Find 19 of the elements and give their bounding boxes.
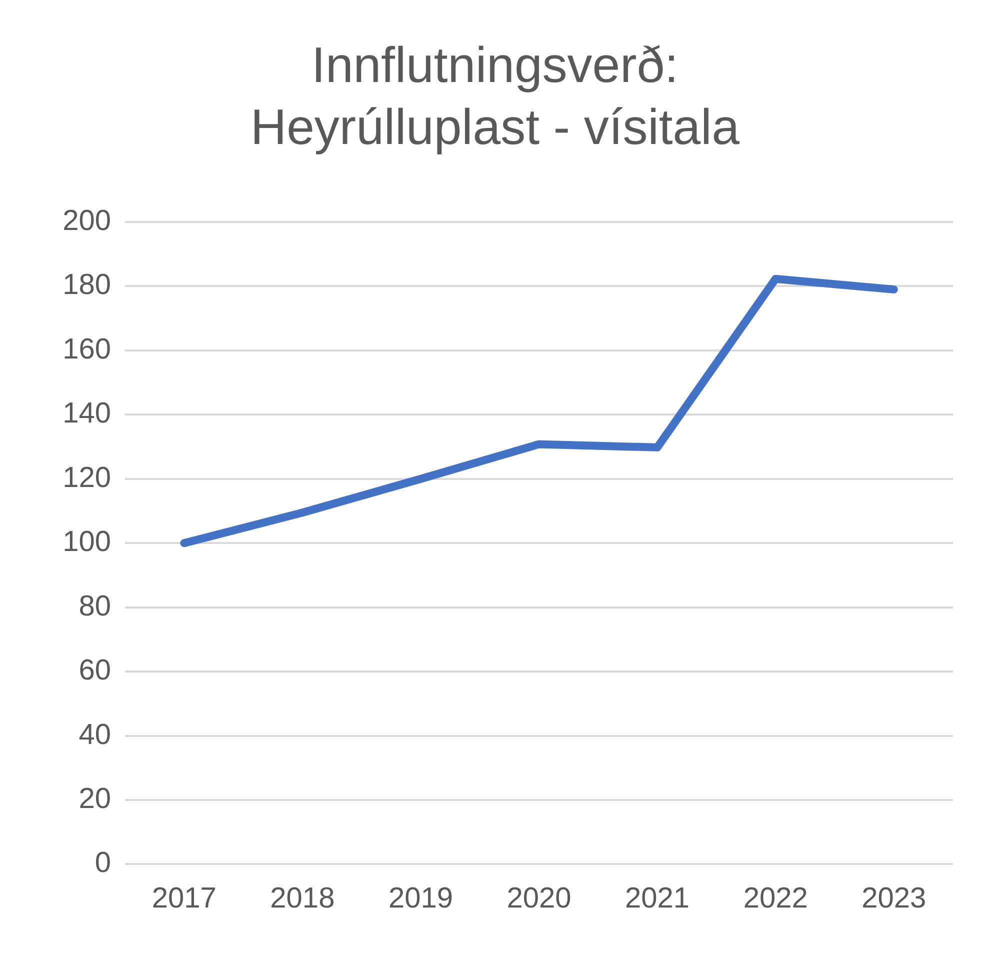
x-tick-label: 2018 xyxy=(270,882,335,915)
y-tick-label: 180 xyxy=(62,269,111,302)
x-tick-label: 2020 xyxy=(506,882,572,915)
x-tick-label: 2021 xyxy=(625,882,690,915)
y-tick-label: 0 xyxy=(94,847,111,880)
y-tick-label: 60 xyxy=(78,654,111,687)
y-tick-label: 80 xyxy=(78,590,111,622)
y-tick-label: 140 xyxy=(62,398,111,430)
y-tick-label: 160 xyxy=(62,333,111,366)
y-tick-label: 40 xyxy=(78,718,111,751)
y-tick-label: 200 xyxy=(62,205,111,237)
x-tick-label: 2019 xyxy=(388,882,453,915)
y-tick-label: 20 xyxy=(78,782,111,815)
x-tick-label: 2022 xyxy=(743,882,808,915)
x-tick-label: 2023 xyxy=(862,882,926,915)
x-tick-label: 2017 xyxy=(152,882,216,915)
y-tick-label: 120 xyxy=(62,462,111,494)
y-tick-label: 100 xyxy=(62,526,111,558)
chart-title: Innflutningsverð: Heyrúlluplast - vísitala xyxy=(249,36,741,157)
